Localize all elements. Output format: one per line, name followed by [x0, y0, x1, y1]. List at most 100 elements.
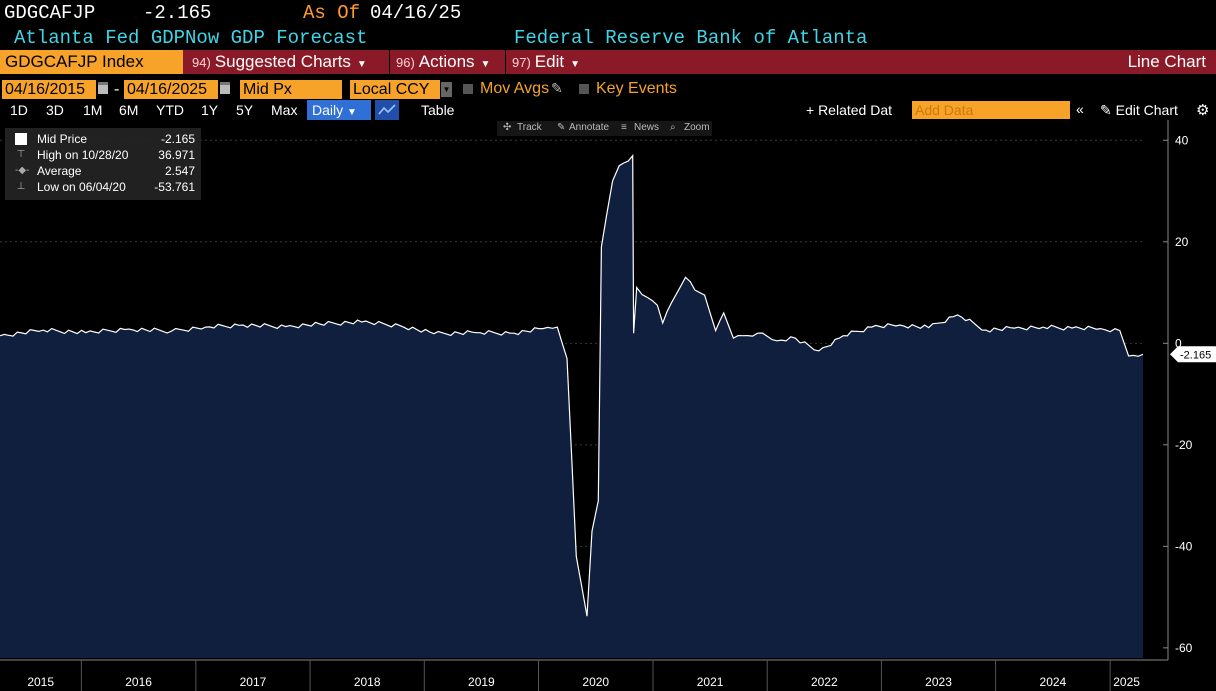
start-date-field[interactable]: 04/16/2015	[2, 80, 96, 99]
news-button[interactable]: News	[634, 122, 660, 133]
crosshair-icon[interactable]: ✣	[503, 122, 512, 133]
chart-toolstrip: ✣ Track ✎ Annotate ≡ News ⌕ Zoom	[497, 121, 712, 136]
edit-label: Edit	[534, 52, 565, 71]
x-tick-label: 2024	[1040, 675, 1067, 689]
chevron-down-icon[interactable]: ▼	[441, 82, 452, 97]
data-source: Federal Reserve Bank of Atlanta	[514, 27, 868, 49]
end-date-field[interactable]: 04/16/2025	[124, 80, 218, 99]
edit-menu[interactable]: 97) Edit ▼	[512, 50, 580, 74]
x-tick-label: 2016	[125, 675, 152, 689]
mov-avgs-checkbox[interactable]	[463, 84, 473, 94]
frequency-select[interactable]: Daily ▼	[307, 100, 371, 120]
table-button[interactable]: Table	[421, 102, 455, 118]
legend-low: ⊥ Low on 06/04/20 -53.761	[5, 179, 201, 195]
x-tick-label: 2023	[925, 675, 952, 689]
line-chart-icon[interactable]	[375, 100, 399, 120]
as-of-label: As Of	[303, 2, 361, 24]
caret-down-icon: ▼	[356, 59, 367, 70]
legend-high-label: High on 10/28/20	[37, 148, 129, 162]
frequency-label: Daily	[312, 102, 344, 118]
period-1y[interactable]: 1Y	[201, 102, 219, 118]
news-icon[interactable]: ≡	[621, 122, 627, 133]
track-button[interactable]: Track	[517, 122, 542, 133]
chart-type-title: Line Chart	[1127, 52, 1206, 71]
collapse-icon[interactable]: «	[1076, 101, 1084, 117]
x-tick-label: 2017	[240, 675, 267, 689]
y-tick-label: 0	[1175, 336, 1182, 350]
x-tick-label: 2025	[1113, 675, 1140, 689]
legend-mid-price-label: Mid Price	[37, 132, 88, 146]
ticker-symbol: GDGCAFJP	[4, 2, 96, 24]
description-row: Atlanta Fed GDPNow GDP Forecast Federal …	[0, 26, 1216, 50]
legend-low-label: Low on 06/04/20	[37, 180, 126, 194]
period-toolbar: 1D 3D 1M 6M YTD 1Y 5Y Max Daily ▼ Table …	[0, 100, 1216, 120]
gear-icon[interactable]: ⚙	[1196, 102, 1210, 119]
x-tick-label: 2021	[697, 675, 724, 689]
period-max[interactable]: Max	[271, 102, 298, 118]
controls-row: 04/16/2015 - 04/16/2025 Mid Px Local CCY…	[0, 78, 1216, 100]
date-separator: -	[114, 81, 120, 98]
add-data-input[interactable]: Add Data	[912, 101, 1070, 119]
legend-low-value: -53.761	[154, 180, 195, 194]
edit-chart-button[interactable]: ✎ Edit Chart	[1100, 102, 1178, 119]
period-5y[interactable]: 5Y	[236, 102, 254, 118]
y-tick-label: -60	[1175, 641, 1193, 655]
key-events-checkbox[interactable]	[579, 84, 589, 94]
annotate-button[interactable]: Annotate	[569, 122, 610, 133]
pencil-icon[interactable]: ✎	[551, 80, 563, 96]
caret-down-icon: ▼	[570, 59, 580, 70]
period-3d[interactable]: 3D	[46, 102, 64, 118]
period-ytd[interactable]: YTD	[156, 102, 184, 118]
zoom-button[interactable]: Zoom	[684, 122, 710, 133]
x-tick-label: 2018	[354, 675, 381, 689]
suggested-charts-number: 94)	[192, 55, 211, 70]
annotate-icon[interactable]: ✎	[557, 122, 566, 133]
line-chart[interactable]: 40 20 0 -20 -40 -60 -2.165 2015 2016 2017 2018 2019…	[0, 120, 1216, 691]
currency-select[interactable]: Local CCY	[350, 80, 440, 99]
related-data-button[interactable]: + Related Dat	[806, 102, 892, 118]
period-1d[interactable]: 1D	[10, 102, 28, 118]
low-marker-icon: ⊥	[16, 181, 26, 192]
y-tick-label: -20	[1175, 438, 1193, 452]
legend-high: ⊤ High on 10/28/20 36.971	[5, 147, 201, 163]
actions-menu[interactable]: 96) Actions ▼	[396, 50, 490, 74]
last-value-label: -2.165	[1180, 349, 1211, 361]
menu-bar: GDGCAFJP Index 94) Suggested Charts ▼ 96) A…	[0, 50, 1216, 74]
key-events-label[interactable]: Key Events	[596, 80, 677, 97]
chart-area[interactable]: 40 20 0 -20 -40 -60 -2.165 2015 2016 2017 2018 2019…	[0, 120, 1216, 691]
y-tick-label: 20	[1175, 235, 1189, 249]
security-field[interactable]: GDGCAFJP Index	[0, 50, 183, 74]
y-tick-label: 40	[1175, 133, 1189, 147]
calendar-icon[interactable]	[98, 82, 108, 94]
actions-number: 96)	[396, 55, 415, 70]
period-1m[interactable]: 1M	[83, 102, 103, 118]
calendar-icon[interactable]	[220, 82, 230, 94]
legend-mid-price-value: -2.165	[160, 132, 195, 146]
x-tick-label: 2022	[811, 675, 838, 689]
edit-number: 97)	[512, 55, 531, 70]
x-tick-label: 2019	[468, 675, 495, 689]
legend-mid-price: Mid Price -2.165	[5, 131, 201, 147]
price-field-select[interactable]: Mid Px	[240, 80, 342, 99]
suggested-charts-menu[interactable]: 94) Suggested Charts ▼	[192, 50, 367, 74]
pencil-icon: ✎	[1100, 102, 1116, 118]
period-6m[interactable]: 6M	[119, 102, 139, 118]
chart-legend[interactable]: Mid Price -2.165 ⊤ High on 10/28/20 36.9…	[5, 128, 201, 200]
zoom-icon[interactable]: ⌕	[670, 122, 676, 133]
legend-average-label: Average	[37, 164, 82, 178]
legend-high-value: 36.971	[158, 148, 195, 162]
last-value-tag	[1170, 346, 1216, 363]
series-swatch-icon	[15, 133, 27, 145]
last-value: -2.165	[143, 2, 212, 24]
legend-average: -◆- Average 2.547	[5, 163, 201, 179]
high-marker-icon: ⊤	[16, 149, 26, 160]
menu-divider	[389, 50, 390, 74]
edit-chart-label: Edit Chart	[1115, 102, 1178, 118]
suggested-charts-label: Suggested Charts	[214, 52, 351, 71]
x-tick-label: 2020	[582, 675, 609, 689]
mov-avgs-label[interactable]: Mov Avgs	[480, 80, 550, 97]
average-marker-icon: -◆-	[15, 165, 30, 176]
series-line	[0, 154, 1144, 617]
menu-divider	[505, 50, 506, 74]
x-tick-label: 2015	[27, 675, 54, 689]
